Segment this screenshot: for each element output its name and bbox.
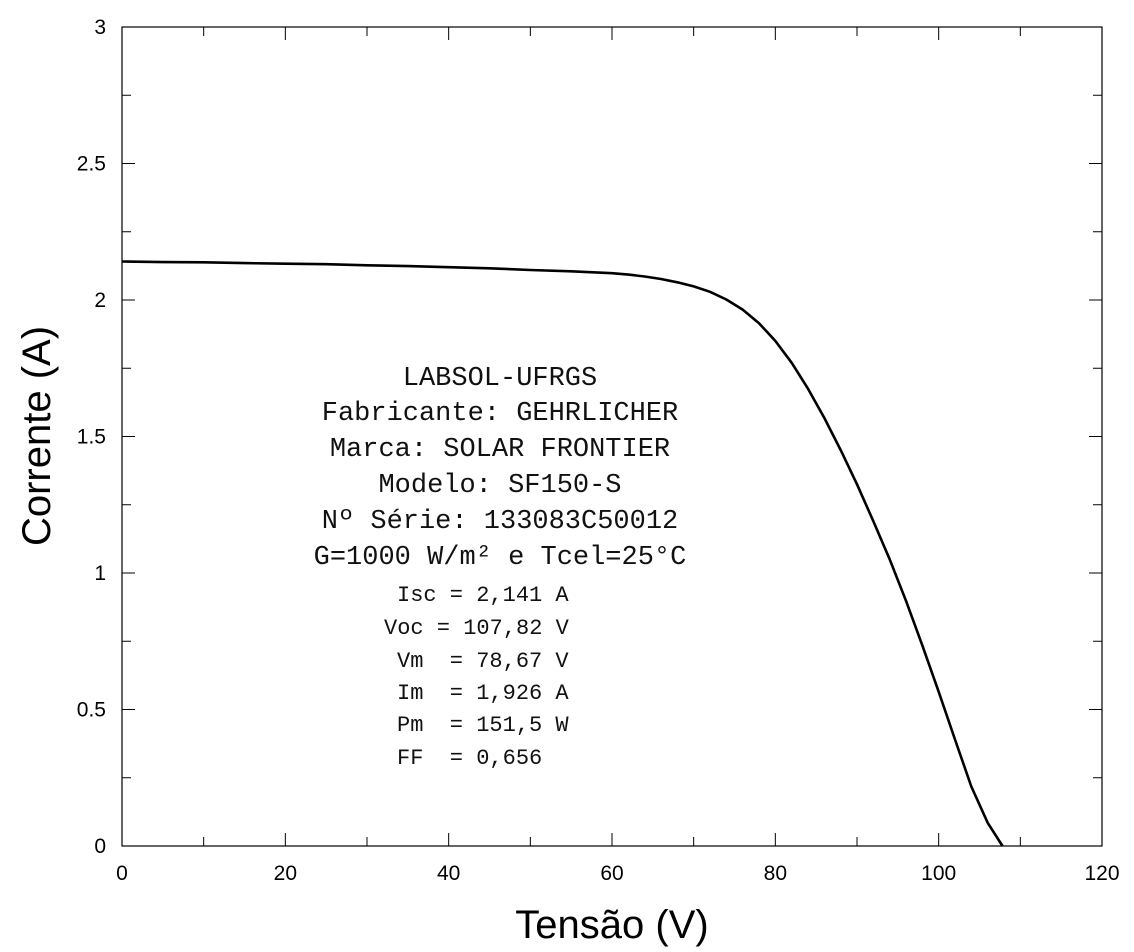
annotation-voc: Voc = 107,82 V: [384, 616, 570, 641]
x-tick-label: 120: [1084, 862, 1119, 885]
y-tick-label: 1.5: [77, 426, 106, 449]
annotation-params: Isc = 2,141 A Voc = 107,82 V Vm = 78,67 …: [384, 583, 570, 771]
annotation-brand: Marca: SOLAR FRONTIER: [330, 435, 670, 465]
annotation-im: Im = 1,926 A: [397, 681, 569, 706]
annotation-header: LABSOL-UFRGS Fabricante: GEHRLICHER Marc…: [314, 364, 687, 573]
x-tick-label: 100: [921, 862, 956, 885]
x-tick-label: 80: [764, 862, 787, 885]
annotation-pm: Pm = 151,5 W: [397, 713, 569, 738]
x-tick-label: 0: [116, 862, 128, 885]
y-axis-title: Corrente (A): [15, 326, 59, 546]
annotation-model: Modelo: SF150-S: [378, 471, 621, 501]
iv-curve-line: [121, 260, 1004, 847]
x-tick-label: 20: [274, 862, 297, 885]
axis-ticks: [121, 26, 1103, 847]
x-tick-label: 60: [600, 862, 623, 885]
annotation-manufacturer: Fabricante: GEHRLICHER: [322, 399, 678, 429]
y-tick-label: 0: [94, 835, 106, 858]
annotation-vm: Vm = 78,67 V: [397, 649, 569, 674]
axis-tick-labels: 0 20 40 60 80 100 120 0 0.5 1 1.5 2 2.5 3: [77, 16, 1120, 885]
annotation-isc: Isc = 2,141 A: [397, 583, 569, 608]
y-tick-label: 2: [94, 289, 106, 312]
y-tick-label: 2.5: [77, 153, 106, 176]
x-tick-label: 40: [437, 862, 460, 885]
y-tick-label: 3: [94, 16, 106, 39]
y-tick-label: 1: [94, 562, 106, 585]
annotation-ff: FF = 0,656: [397, 746, 542, 771]
annotation-conditions: G=1000 W/m² e Tcel=25°C: [314, 543, 687, 573]
x-axis-title: Tensão (V): [515, 903, 708, 947]
y-tick-label: 0.5: [77, 699, 106, 722]
annotation-serial: Nº Série: 133083C50012: [322, 507, 678, 537]
annotation-lab: LABSOL-UFRGS: [403, 364, 597, 394]
